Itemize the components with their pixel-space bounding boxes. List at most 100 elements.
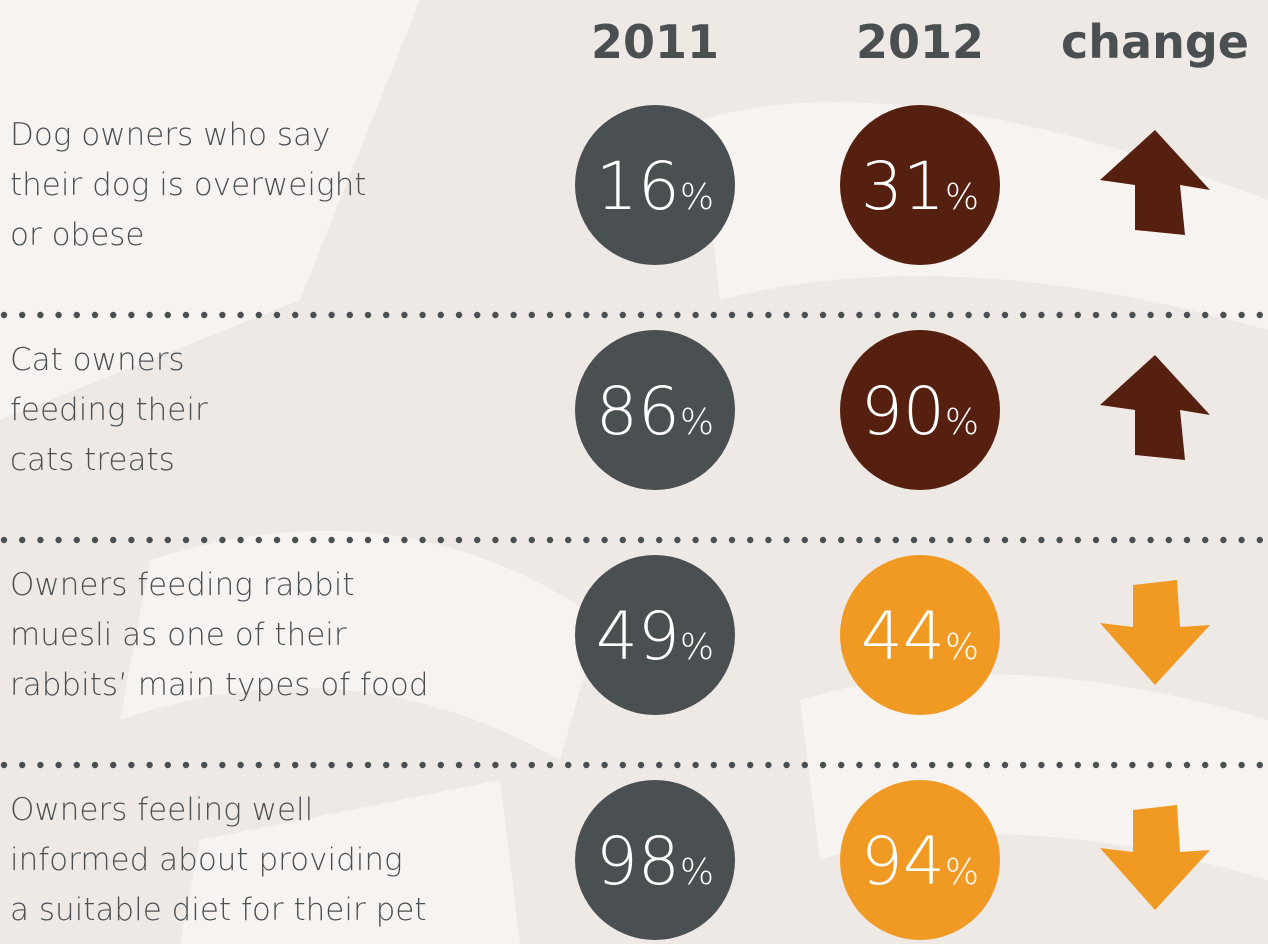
dot — [492, 536, 499, 544]
dot — [437, 311, 444, 319]
dot — [1056, 536, 1063, 544]
dot — [856, 536, 863, 544]
value-number: 31 — [861, 148, 945, 225]
value-text: 31% — [861, 148, 979, 225]
dot — [255, 536, 262, 544]
dot — [346, 311, 353, 319]
dot — [656, 761, 663, 769]
dot — [692, 536, 699, 544]
dot — [1183, 311, 1191, 319]
dot — [637, 536, 645, 544]
dot — [765, 311, 772, 319]
dot — [128, 311, 135, 319]
dot — [838, 761, 845, 769]
row-label: feeding their — [10, 392, 208, 428]
dot — [310, 761, 317, 769]
dot — [965, 311, 972, 319]
dot — [983, 311, 990, 319]
dot — [255, 311, 262, 319]
row-label: Owners feeding rabbit — [10, 567, 355, 603]
dot — [674, 536, 681, 544]
value-text: 16% — [596, 148, 714, 225]
arrow-down — [1100, 805, 1210, 910]
dot — [1220, 761, 1227, 769]
dot — [182, 311, 190, 319]
dot — [474, 761, 481, 769]
dot — [1092, 311, 1100, 319]
dot — [19, 761, 26, 769]
dot — [364, 761, 372, 769]
dot — [728, 536, 736, 544]
dot — [619, 761, 626, 769]
dot — [110, 311, 117, 319]
dot — [1202, 311, 1209, 319]
dot — [255, 761, 262, 769]
dot — [182, 761, 190, 769]
column-header: change — [1061, 15, 1249, 69]
dot — [1129, 311, 1136, 319]
dot — [874, 536, 881, 544]
dot — [947, 311, 954, 319]
dot — [1020, 761, 1027, 769]
dot — [455, 311, 463, 319]
dot — [1238, 536, 1245, 544]
dot — [728, 311, 736, 319]
dot — [1147, 536, 1154, 544]
dot — [328, 311, 335, 319]
dot — [583, 311, 590, 319]
dot — [910, 311, 918, 319]
dot — [947, 761, 954, 769]
dot — [364, 536, 372, 544]
dot — [273, 761, 281, 769]
dot — [55, 761, 62, 769]
dot — [201, 536, 208, 544]
dot — [565, 761, 572, 769]
row-label: Cat owners — [10, 342, 185, 378]
dot — [747, 311, 754, 319]
dot — [856, 761, 863, 769]
dot — [546, 311, 554, 319]
value-circle — [840, 555, 1000, 715]
dot — [838, 311, 845, 319]
dot — [692, 761, 699, 769]
dot — [965, 761, 972, 769]
value-number: 94 — [861, 823, 945, 900]
dot — [1202, 536, 1209, 544]
dot — [328, 761, 335, 769]
dot — [1165, 311, 1173, 319]
dot — [328, 536, 335, 544]
dot — [364, 311, 372, 319]
value-circle — [840, 105, 1000, 265]
dot — [437, 761, 444, 769]
dot — [474, 311, 481, 319]
dot — [1074, 536, 1082, 544]
value-unit: % — [945, 177, 979, 218]
dot — [1256, 536, 1264, 544]
dot — [401, 311, 408, 319]
dot — [1111, 761, 1118, 769]
dot — [164, 761, 171, 769]
row-label: their dog is overweight — [10, 167, 366, 203]
value-circle — [840, 780, 1000, 940]
row-label: Owners feeling well — [10, 792, 313, 828]
dot — [164, 536, 171, 544]
dot — [892, 536, 899, 544]
dot — [565, 311, 572, 319]
value-number: 16 — [596, 148, 680, 225]
dot — [383, 761, 390, 769]
dot — [383, 311, 390, 319]
value-unit: % — [945, 402, 979, 443]
dot — [510, 311, 517, 319]
row-label: Dog owners who say — [10, 117, 330, 153]
dot — [128, 761, 135, 769]
dot — [0, 311, 8, 319]
dot — [346, 761, 353, 769]
row-label: or obese — [10, 217, 145, 253]
dot — [619, 311, 626, 319]
dot — [1129, 536, 1136, 544]
value-text: 44% — [861, 598, 979, 675]
dot — [419, 536, 426, 544]
dotted-separator — [0, 536, 1264, 544]
dot — [182, 536, 190, 544]
